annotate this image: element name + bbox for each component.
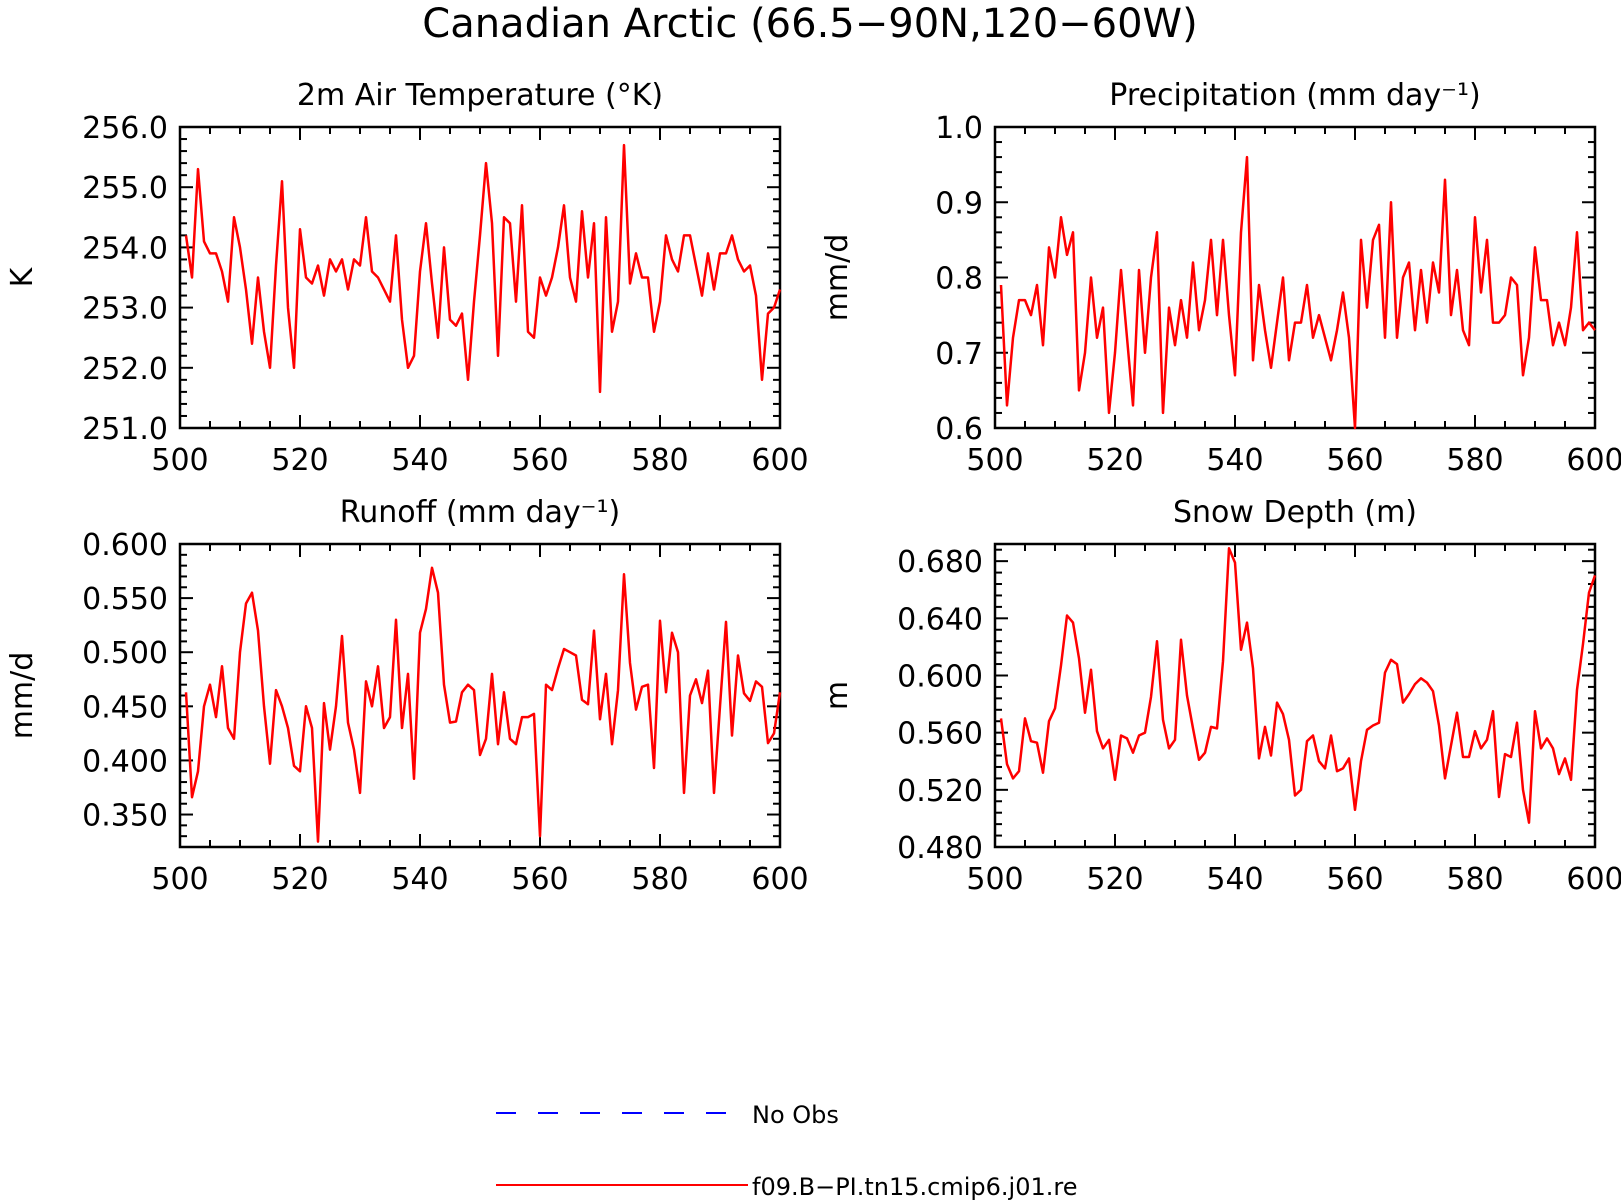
series-line — [184, 143, 782, 394]
y-tick-label: 0.600 — [82, 528, 168, 563]
legend-model-label: f09.B−PI.tn15.cmip6.j01.re — [752, 1173, 1077, 1201]
plot-frame — [178, 125, 782, 430]
y-tick-label: 1.0 — [935, 111, 983, 146]
panel-title: Runoff (mm day⁻¹) — [340, 495, 621, 530]
x-tick-label: 560 — [1326, 443, 1383, 478]
panel-snow-depth: Snow Depth (m) m 500 520 540 560 580 600 0.680 0.… — [820, 495, 1621, 897]
panel-precipitation: Precipitation (mm day⁻¹) mm/d 500 520 540 560… — [820, 78, 1621, 478]
y-tick-label: 0.520 — [897, 774, 983, 809]
x-tick-label: 500 — [151, 862, 208, 897]
x-tick-label: 500 — [151, 443, 208, 478]
panel-title: Precipitation (mm day⁻¹) — [1109, 78, 1480, 113]
y-axis-label: mm/d — [5, 652, 40, 740]
x-tick-label: 520 — [271, 862, 328, 897]
y-tick-label: 252.0 — [82, 352, 168, 387]
legend: No Obs f09.B−PI.tn15.cmip6.j01.re — [496, 1101, 1077, 1201]
panel-title: Snow Depth (m) — [1173, 495, 1417, 530]
y-axis-label: mm/d — [820, 234, 855, 322]
x-tick-label: 540 — [391, 443, 448, 478]
y-tick-label: 0.8 — [935, 262, 983, 297]
y-tick-label: 0.7 — [935, 337, 983, 372]
figure-title: Canadian Arctic (66.5−90N,120−60W) — [422, 1, 1197, 47]
panel-title: 2m Air Temperature (°K) — [297, 78, 663, 113]
x-tick-label: 520 — [1086, 862, 1143, 897]
x-tick-label: 600 — [1566, 862, 1621, 897]
plot-frame — [993, 125, 1597, 430]
panel-runoff: Runoff (mm day⁻¹) mm/d 500 520 540 560 580 600 0… — [5, 495, 809, 897]
y-axis-label: m — [820, 681, 855, 710]
x-tick-label: 540 — [1206, 443, 1263, 478]
x-tick-label: 520 — [1086, 443, 1143, 478]
y-tick-label: 255.0 — [82, 171, 168, 206]
x-tick-label: 580 — [631, 443, 688, 478]
y-tick-label: 0.680 — [897, 545, 983, 580]
x-tick-label: 560 — [511, 443, 568, 478]
x-tick-label: 560 — [1326, 862, 1383, 897]
x-tick-label: 540 — [391, 862, 448, 897]
y-tick-label: 0.400 — [82, 744, 168, 779]
x-tick-label: 580 — [1446, 862, 1503, 897]
y-tick-label: 251.0 — [82, 412, 168, 447]
y-tick-label: 0.640 — [897, 602, 983, 637]
x-tick-label: 600 — [751, 443, 808, 478]
x-tick-label: 580 — [1446, 443, 1503, 478]
y-axis-label: K — [5, 266, 40, 287]
x-tick-label: 520 — [271, 443, 328, 478]
y-tick-label: 0.450 — [82, 690, 168, 725]
x-tick-label: 580 — [631, 862, 688, 897]
y-tick-label: 256.0 — [82, 111, 168, 146]
x-tick-label: 540 — [1206, 862, 1263, 897]
panel-air-temperature: 2m Air Temperature (°K) K 500 520 540 560 580 6… — [5, 78, 809, 478]
y-tick-label: 253.0 — [82, 292, 168, 327]
y-tick-label: 0.9 — [935, 186, 983, 221]
y-tick-label: 0.6 — [935, 412, 983, 447]
y-tick-label: 0.480 — [897, 831, 983, 866]
x-tick-label: 500 — [966, 443, 1023, 478]
y-tick-label: 0.350 — [82, 799, 168, 834]
series-line — [999, 547, 1597, 824]
y-tick-label: 0.560 — [897, 717, 983, 752]
plot-frame — [993, 542, 1597, 849]
y-tick-label: 0.600 — [897, 659, 983, 694]
x-tick-label: 500 — [966, 862, 1023, 897]
x-tick-label: 600 — [751, 862, 808, 897]
series-line — [184, 566, 782, 843]
series-line — [999, 155, 1596, 430]
legend-no-obs-label: No Obs — [752, 1101, 839, 1129]
y-tick-label: 254.0 — [82, 231, 168, 266]
y-tick-label: 0.500 — [82, 636, 168, 671]
x-tick-label: 600 — [1566, 443, 1621, 478]
y-tick-label: 0.550 — [82, 582, 168, 617]
x-tick-label: 560 — [511, 862, 568, 897]
